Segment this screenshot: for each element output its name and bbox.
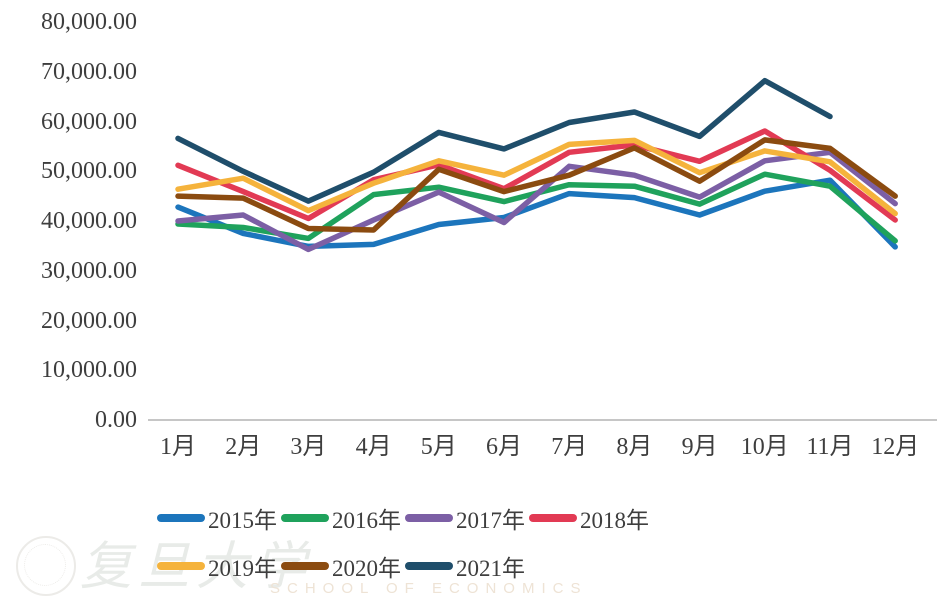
legend-swatch-icon: [405, 514, 453, 522]
legend-label: 2020年: [332, 556, 401, 581]
x-tick-label: 10月: [740, 434, 789, 460]
legend-item-2018年: 2018年: [529, 501, 653, 535]
legend-label: 2021年: [456, 556, 525, 581]
series-line-2019年: [175, 137, 898, 217]
legend-swatch-icon: [281, 562, 329, 570]
legend-item-2015年: 2015年: [157, 501, 281, 535]
x-tick-label: 11月: [806, 434, 854, 460]
x-tick-label: 4月: [355, 434, 392, 460]
legend-swatch-icon: [157, 562, 205, 570]
y-tick-label: 70,000.00: [41, 58, 137, 85]
legend-label: 2015年: [208, 508, 277, 533]
y-tick-label: 20,000.00: [41, 307, 137, 334]
legend-row-2: 2019年 2020年 2021年: [157, 551, 529, 581]
series-line-2018年: [175, 128, 898, 223]
x-tick-label: 8月: [616, 434, 653, 460]
legend-label: 2018年: [580, 508, 649, 533]
x-tick-label: 12月: [871, 434, 920, 460]
y-tick-label: 0.00: [95, 407, 137, 433]
series-line-2021年: [175, 77, 833, 204]
legend-swatch-icon: [281, 514, 329, 522]
y-tick-label: 60,000.00: [41, 108, 137, 135]
x-tick-label: 6月: [486, 434, 522, 460]
x-tick-label: 7月: [551, 434, 588, 460]
x-tick-label: 2月: [225, 434, 262, 460]
legend-item-2016年: 2016年: [281, 501, 405, 535]
x-tick-label: 3月: [290, 434, 327, 460]
series-line-2020年: [175, 137, 898, 233]
legend-swatch-icon: [405, 562, 453, 570]
legend-swatch-icon: [157, 514, 205, 522]
y-tick-label: 30,000.00: [41, 257, 137, 284]
legend-row-1: 2015年 2016年 2017年 2018年: [157, 503, 653, 533]
legend-label: 2017年: [456, 508, 525, 533]
legend-swatch-icon: [529, 514, 577, 522]
legend-item-2021年: 2021年: [405, 549, 529, 583]
y-tick-label: 50,000.00: [41, 158, 137, 185]
legend-label: 2019年: [208, 556, 277, 581]
x-tick-label: 1月: [160, 434, 196, 460]
y-tick-label: 40,000.00: [41, 208, 137, 234]
x-tick-label: 9月: [681, 434, 718, 460]
legend-label: 2016年: [332, 508, 401, 533]
y-tick-label: 80,000.00: [41, 9, 137, 35]
legend-item-2019年: 2019年: [157, 549, 281, 583]
legend-item-2020年: 2020年: [281, 549, 405, 583]
x-tick-label: 5月: [420, 434, 457, 460]
y-tick-label: 10,000.00: [41, 357, 137, 384]
legend-item-2017年: 2017年: [405, 501, 529, 535]
series-line-2017年: [175, 149, 898, 253]
